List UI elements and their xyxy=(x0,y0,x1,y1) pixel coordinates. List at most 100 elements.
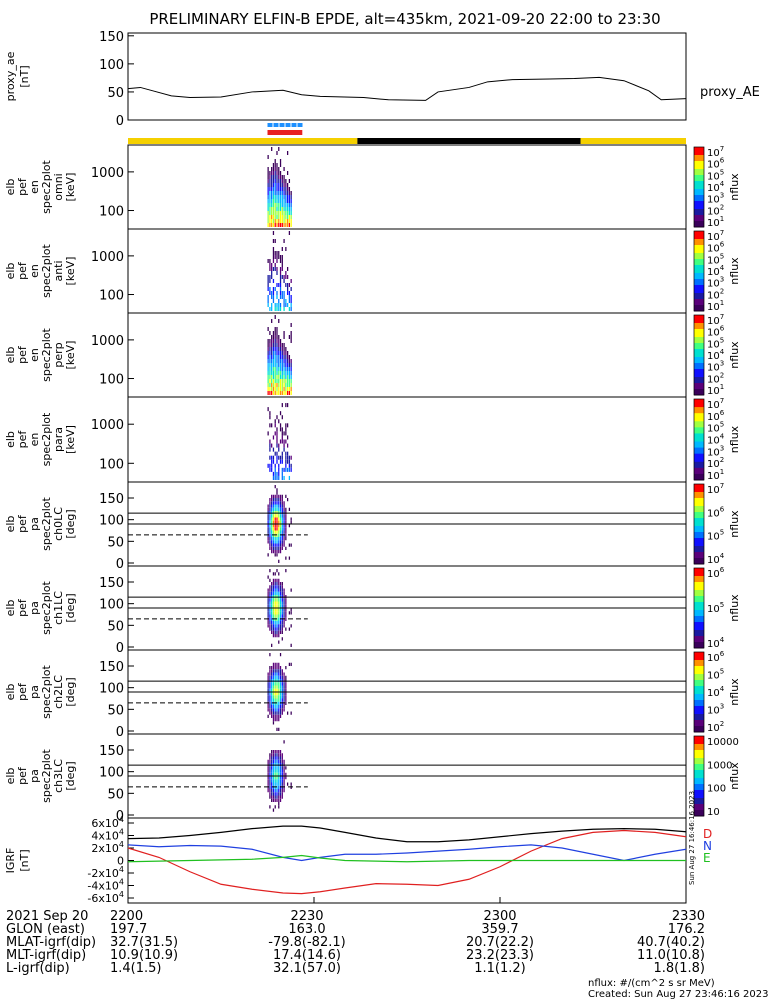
spectrogram-cell xyxy=(274,669,276,673)
colorbar-segment xyxy=(694,455,704,459)
colorbar-segment xyxy=(694,217,704,220)
spectrogram-cell xyxy=(272,611,275,615)
spectrogram-cell xyxy=(271,524,273,528)
colorbar-segment xyxy=(694,233,704,236)
panel-ylabel-line: [deg] xyxy=(64,593,77,622)
spectrogram-cell xyxy=(278,419,280,424)
spectrogram-cell xyxy=(285,387,287,391)
spectrogram-cell xyxy=(285,179,287,183)
spectrogram-cell xyxy=(281,543,283,547)
spectrogram-cell xyxy=(267,211,269,215)
spectrogram-cell xyxy=(274,598,276,602)
spectrogram-cell xyxy=(281,511,283,515)
spectrogram-cell xyxy=(283,187,285,191)
panel-ylabel-line: pef xyxy=(16,177,29,196)
spectrogram-cell xyxy=(274,756,276,760)
spectrogram-cell xyxy=(286,203,289,207)
spectrogram-cell xyxy=(272,455,275,460)
spectrogram-cell xyxy=(274,159,276,163)
spectrogram-cell xyxy=(274,601,276,605)
spectrogram-cell xyxy=(272,634,275,638)
panel-ylabel-line: pef xyxy=(16,598,29,617)
spectrogram-cell xyxy=(283,695,285,699)
spectrogram-cell xyxy=(283,335,285,339)
spectrogram-cell xyxy=(271,167,273,171)
spectrogram-cell xyxy=(288,391,291,395)
spectrogram-cell xyxy=(281,455,283,460)
spectrogram-cell xyxy=(281,766,283,770)
spectrogram-cell xyxy=(274,540,276,544)
spectrogram-cell xyxy=(272,299,275,303)
spectrogram-cell xyxy=(285,507,287,511)
spectrogram-cell xyxy=(283,167,285,171)
colorbar-tick-label: 10 xyxy=(707,807,720,818)
colorbar-segment xyxy=(694,674,704,677)
spectrogram-cell xyxy=(278,595,280,599)
spectrogram-cell xyxy=(274,662,276,666)
spectrogram-cell xyxy=(267,299,269,303)
spectrogram-cell xyxy=(283,672,285,676)
spectrogram-cell xyxy=(278,383,280,387)
spectrogram-cell xyxy=(274,501,276,505)
spectrogram-cell xyxy=(274,527,276,531)
spectrogram-cell xyxy=(272,543,275,547)
ytick-label: 150 xyxy=(99,576,124,591)
panel-bg xyxy=(128,229,686,313)
spectrogram-cell xyxy=(283,203,285,207)
panel-ylabel-line: en xyxy=(28,348,41,362)
spectrogram-cell xyxy=(269,379,271,383)
spectrogram-cell xyxy=(274,553,276,557)
spectrogram-cell xyxy=(278,443,280,448)
spectrogram-cell xyxy=(283,604,285,608)
colorbar-segment xyxy=(694,700,704,703)
spectrogram-cell xyxy=(279,611,282,615)
spectrogram-cell xyxy=(276,530,278,534)
colorbar-segment xyxy=(694,449,704,453)
spectrogram-cell xyxy=(274,514,276,518)
spectrogram-cell xyxy=(281,763,283,767)
spectrogram-cell xyxy=(290,307,292,311)
panel-ylabel-line: [nT] xyxy=(18,849,31,871)
spectrogram-cell xyxy=(288,379,291,383)
colorbar-segment xyxy=(694,355,704,358)
spectrogram-cell xyxy=(274,776,276,780)
spectrogram-cell xyxy=(276,255,278,259)
spectrogram-cell xyxy=(278,379,280,383)
spectrogram-cell xyxy=(279,439,282,444)
spectrogram-cell xyxy=(290,203,292,207)
spectrogram-cell xyxy=(271,675,273,679)
spectrogram-cell xyxy=(276,514,278,518)
spectrogram-cell xyxy=(271,688,273,692)
spectrogram-cell xyxy=(271,517,273,521)
colorbar-segment xyxy=(694,467,704,471)
spectrogram-cell xyxy=(279,672,282,676)
spectrogram-cell xyxy=(279,779,282,783)
spectrogram-cell xyxy=(290,215,292,219)
colorbar-segment xyxy=(694,441,704,445)
spectrogram-cell xyxy=(279,191,282,195)
spectrogram-cell xyxy=(288,611,291,615)
spectrogram-cell xyxy=(283,705,285,709)
spectrogram-cell xyxy=(281,379,283,383)
spectrogram-cell xyxy=(267,303,269,307)
spectrogram-cell xyxy=(281,355,283,359)
spectrogram-cell xyxy=(285,701,287,705)
colorbar-segment xyxy=(694,646,704,649)
spectrogram-cell xyxy=(274,339,276,343)
spectrogram-cell xyxy=(276,187,278,191)
spectrogram-cell xyxy=(285,391,287,395)
spectrogram-cell xyxy=(290,223,292,227)
spectrogram-cell xyxy=(283,524,285,528)
spectrogram-cell xyxy=(272,387,275,391)
spectrogram-cell xyxy=(269,339,271,343)
spectrogram-cell xyxy=(271,595,273,599)
spectrogram-cell xyxy=(290,379,292,383)
spectrogram-cell xyxy=(290,207,292,211)
spectrogram-cell xyxy=(285,546,287,550)
colorbar-segment xyxy=(694,736,704,739)
spectrogram-cell xyxy=(276,431,278,436)
spectrogram-cell xyxy=(274,387,276,391)
spectrogram-cell xyxy=(274,688,276,692)
colorbar-segment xyxy=(694,183,704,186)
